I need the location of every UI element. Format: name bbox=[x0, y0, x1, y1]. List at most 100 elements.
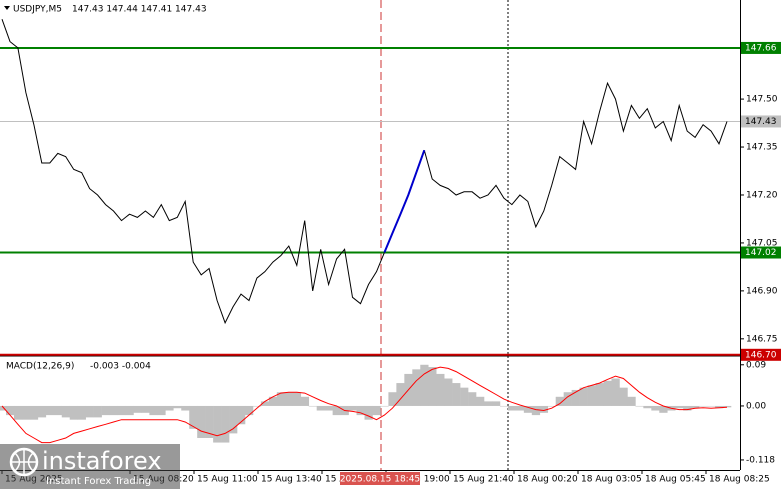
y-tick-label: 147.05 bbox=[746, 238, 778, 248]
histogram-bar bbox=[5, 405, 15, 416]
histogram-bar bbox=[396, 383, 405, 406]
histogram-bar bbox=[707, 405, 716, 407]
histogram-bar bbox=[444, 378, 453, 406]
x-tick-label: 18 Aug 00:20 bbox=[517, 475, 578, 485]
level-label-bg bbox=[741, 246, 781, 259]
y-tick-label: 147.35 bbox=[746, 143, 778, 153]
level-label: 147.43 bbox=[745, 117, 777, 127]
level-label: 147.66 bbox=[745, 43, 777, 53]
histogram-bar bbox=[316, 405, 325, 411]
histogram-bar bbox=[53, 405, 63, 416]
histogram-bar bbox=[157, 405, 166, 416]
histogram-bar bbox=[420, 364, 429, 406]
histogram-bar bbox=[229, 405, 238, 434]
histogram-bar bbox=[356, 405, 365, 416]
histogram-bar bbox=[141, 405, 150, 413]
y-tick-label: 146.75 bbox=[746, 334, 778, 344]
histogram-bar bbox=[77, 405, 86, 420]
histogram-bar bbox=[579, 387, 588, 406]
histogram-bar bbox=[515, 405, 525, 411]
histogram-bar bbox=[101, 405, 110, 416]
histogram-bar bbox=[555, 396, 564, 406]
x-tick-label: 15 Aug 11:00 bbox=[197, 475, 258, 485]
histogram-bar bbox=[428, 367, 437, 406]
histogram-bar bbox=[531, 405, 541, 416]
histogram-bar bbox=[452, 383, 461, 406]
histogram-bar bbox=[563, 392, 572, 406]
watermark-brand: instaforex bbox=[42, 447, 162, 475]
histogram-bar bbox=[491, 401, 501, 406]
histogram-bar bbox=[260, 401, 270, 406]
histogram-bar bbox=[13, 405, 23, 420]
histogram-bar bbox=[324, 405, 333, 411]
histogram-bar bbox=[595, 383, 604, 406]
macd-title: MACD(12,26,9) bbox=[6, 362, 74, 372]
y-tick-label: -0.118 bbox=[746, 455, 775, 465]
histogram-bar bbox=[69, 405, 78, 420]
cursor-label-bg bbox=[340, 472, 420, 485]
histogram-bar bbox=[348, 405, 357, 411]
x-tick-label: 18 Aug 05:45 bbox=[645, 475, 706, 485]
histogram-bar bbox=[149, 405, 158, 416]
histogram-bar bbox=[133, 405, 142, 413]
histogram-bar bbox=[372, 405, 381, 416]
symbol-title: USDJPY,M5 bbox=[13, 5, 62, 15]
histogram-bar bbox=[252, 405, 262, 407]
y-tick-label: 147.20 bbox=[746, 190, 778, 200]
histogram-bar bbox=[117, 405, 126, 416]
histogram-bar bbox=[189, 405, 198, 429]
histogram-bar bbox=[292, 392, 302, 406]
histogram-bar bbox=[276, 392, 286, 406]
level-label-bg bbox=[741, 348, 781, 361]
histogram-bar bbox=[587, 385, 596, 406]
histogram-bar bbox=[507, 405, 517, 411]
histogram-bar bbox=[308, 405, 317, 407]
histogram-bar bbox=[436, 373, 445, 406]
histogram-bar bbox=[699, 405, 708, 407]
y-tick-label: 0.00 bbox=[746, 401, 766, 411]
histogram-bar bbox=[651, 405, 660, 411]
level-label: 146.70 bbox=[745, 350, 777, 360]
plot-layer bbox=[0, 19, 740, 444]
x-tick-label: 15 Aug 21:40 bbox=[453, 475, 514, 485]
y-tick-label: 146.90 bbox=[746, 286, 778, 296]
ohlc-values: 147.43 147.44 147.41 147.43 bbox=[72, 5, 207, 15]
histogram-bar bbox=[619, 387, 628, 406]
histogram-bar bbox=[205, 405, 214, 438]
histogram-bar bbox=[523, 405, 533, 413]
histogram-bar bbox=[181, 405, 190, 411]
level-label-bg bbox=[741, 115, 781, 128]
histogram-bar bbox=[21, 405, 31, 420]
histogram-bar bbox=[484, 401, 493, 406]
histogram-bar bbox=[45, 405, 55, 416]
signal-line bbox=[1, 366, 728, 444]
histogram-bar bbox=[109, 405, 118, 416]
histogram-bar bbox=[61, 405, 71, 418]
histogram-bar bbox=[659, 405, 668, 413]
histogram-bar bbox=[165, 405, 174, 411]
histogram-bar bbox=[300, 396, 310, 406]
y-tick-label: 0.09 bbox=[746, 360, 766, 370]
header-arrow bbox=[4, 6, 10, 10]
y-tick-label: 147.50 bbox=[746, 95, 778, 105]
price-line bbox=[1, 19, 728, 325]
level-label-bg bbox=[741, 41, 781, 54]
histogram-bar bbox=[627, 396, 636, 406]
histogram-bar bbox=[237, 405, 246, 425]
histogram-bar bbox=[197, 405, 206, 438]
histogram-bar bbox=[611, 378, 620, 406]
histogram-bar bbox=[539, 405, 549, 413]
x-tick-label: 15 Aug 13:40 bbox=[261, 475, 322, 485]
histogram-bar bbox=[412, 369, 421, 406]
cursor-label: 2025.08.15 18:45 bbox=[340, 475, 420, 485]
histogram-bar bbox=[683, 405, 692, 411]
watermark-tagline: Instant Forex Trading bbox=[46, 476, 151, 487]
macd-values: -0.003 -0.004 bbox=[90, 362, 151, 372]
logo-globe-lines bbox=[11, 449, 37, 475]
histogram-bar bbox=[364, 405, 373, 420]
x-tick-label: 18 Aug 08:25 bbox=[709, 475, 770, 485]
histogram-bar bbox=[468, 392, 477, 406]
histogram-bar bbox=[173, 405, 182, 409]
histogram-bar bbox=[268, 396, 278, 406]
